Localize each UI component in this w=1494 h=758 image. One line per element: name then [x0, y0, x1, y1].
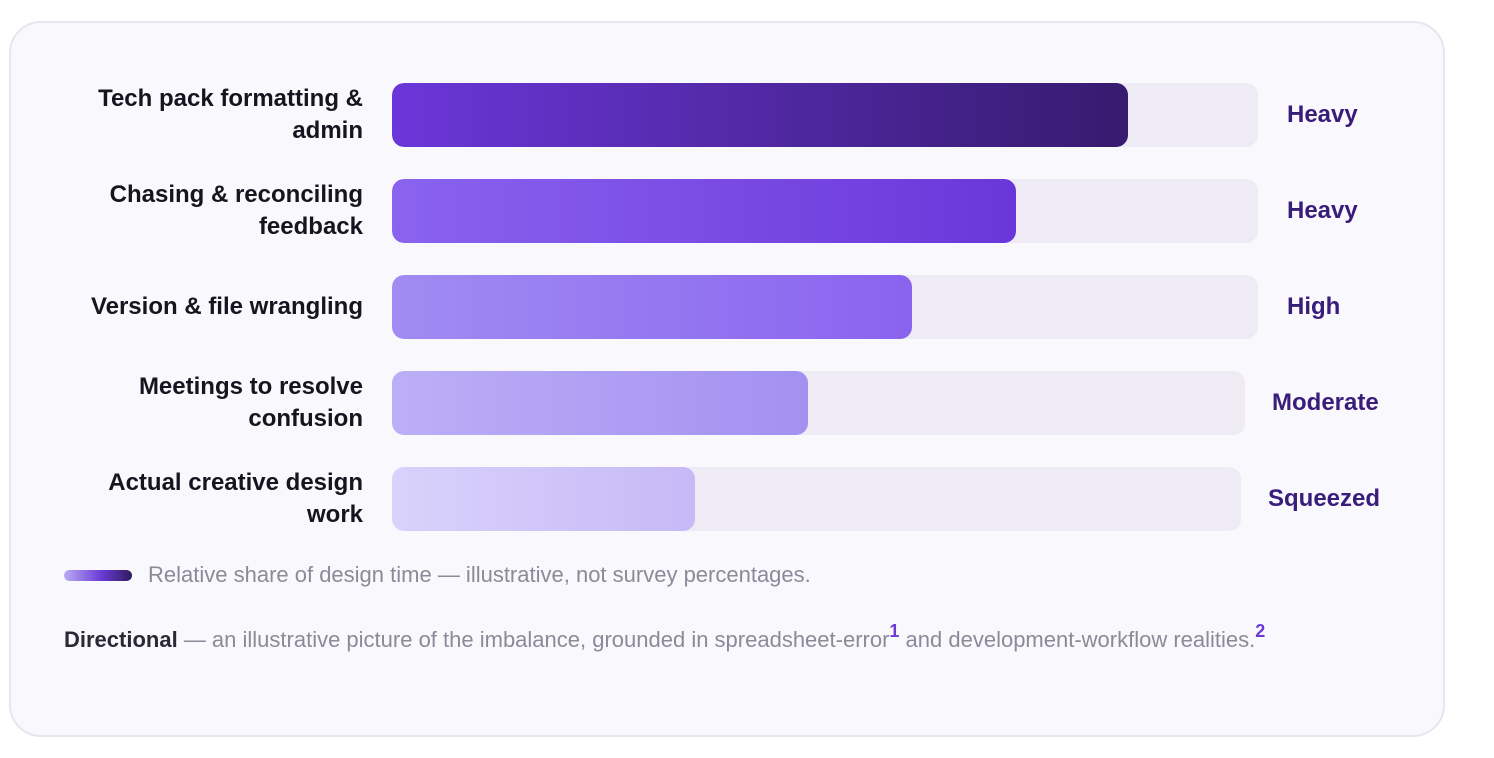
- bar: [392, 275, 912, 339]
- level-label: Squeezed: [1268, 485, 1381, 512]
- legend-text: Relative share of design time — illustra…: [148, 562, 811, 587]
- footnote-text-a: — an illustrative picture of the imbalan…: [177, 627, 890, 652]
- level-label: Heavy: [1287, 197, 1358, 224]
- category-label: Version & file wrangling: [90, 293, 363, 320]
- category-label: Meetings to resolve confusion: [138, 373, 363, 432]
- reference-2-link[interactable]: 2: [1255, 621, 1266, 641]
- bar-row: Tech pack formatting & admin Heavy: [11, 83, 1441, 147]
- bar-row: Actual creative design work Squeezed: [11, 467, 1441, 531]
- bar: [392, 83, 1128, 147]
- bar: [392, 371, 808, 435]
- bar-track: [392, 275, 1258, 339]
- footnote-text-b: and development-workflow realities.: [899, 627, 1256, 652]
- bar-row: Meetings to resolve confusion Moderate: [11, 371, 1441, 435]
- bar-row: Chasing & reconciling feedback Heavy: [11, 179, 1441, 243]
- level-label: Heavy: [1287, 101, 1358, 128]
- reference-1-link[interactable]: 1: [889, 621, 900, 641]
- level-label: High: [1287, 293, 1341, 320]
- bar: [392, 179, 1016, 243]
- category-label: Actual creative design work: [108, 469, 363, 528]
- bar-track: [392, 179, 1258, 243]
- category-label: Tech pack formatting & admin: [98, 85, 363, 144]
- bar-track: [392, 371, 1245, 435]
- footnote: Directional — an illustrative picture of…: [64, 621, 1384, 657]
- level-label: Moderate: [1272, 389, 1379, 416]
- chart-card: Tech pack formatting & admin Heavy Chasing …: [9, 21, 1445, 737]
- legend-gradient-swatch: [64, 570, 132, 581]
- footnote-bold: Directional: [64, 627, 178, 652]
- bar-row: Version & file wrangling High: [11, 275, 1441, 339]
- bar-track: [392, 83, 1258, 147]
- bar: [392, 467, 695, 531]
- category-label: Chasing & reconciling feedback: [109, 181, 363, 240]
- bar-track: [392, 467, 1241, 531]
